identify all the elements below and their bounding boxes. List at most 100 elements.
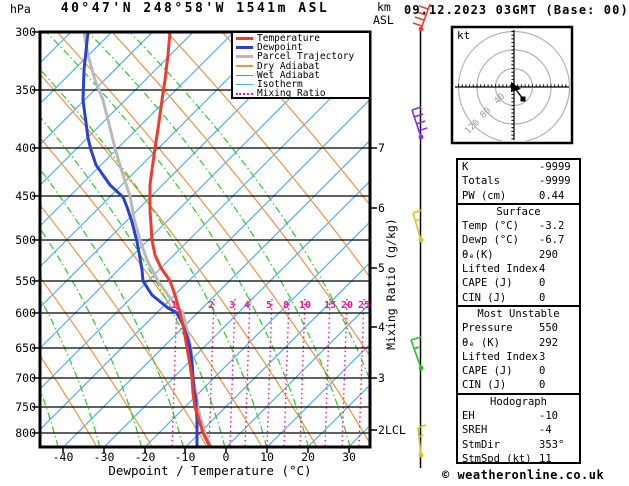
pressure-tick-label: 750	[15, 400, 36, 414]
dewpoint-curve	[81, 32, 199, 447]
wind-barb	[411, 106, 428, 140]
mixing-ratio-value-label: 1	[171, 300, 178, 311]
table-row: SREH -4	[458, 423, 579, 437]
wind-barb	[412, 209, 424, 243]
legend-item-label: Parcel Trajectory	[257, 51, 355, 63]
table-row-value: -9999	[539, 175, 571, 188]
legend-line-swatch	[236, 74, 253, 77]
mixing-ratio-value-label: 4	[244, 300, 251, 311]
table-row: Totals Totals -9999	[458, 174, 579, 188]
km-tick-label: 4	[378, 320, 385, 334]
temp-tick-label: 30	[342, 450, 356, 464]
temp-tick-label: -30	[93, 450, 115, 464]
table-row-value: -10	[539, 410, 558, 423]
table-row: EH -10	[458, 409, 579, 423]
pressure-tick-label: 400	[15, 141, 36, 155]
legend-item: Temperature	[236, 33, 369, 45]
km-tick-label: 2	[378, 423, 385, 437]
table-row-label: Pressure (mb)	[462, 322, 513, 335]
table-row-label: PW (cm)	[462, 189, 507, 202]
pressure-tick-label: 500	[15, 233, 36, 247]
legend-line-swatch	[236, 92, 253, 95]
hodograph-unit-label: kt	[457, 29, 471, 42]
table-row-value: 292	[539, 336, 558, 349]
table-section: K -9999 Totals Totals -9999 PW (cm) 0.44	[458, 160, 579, 203]
mixing-ratio-value-label: 2	[208, 300, 215, 311]
km-tick-label: 3	[378, 371, 385, 385]
table-row-value: 4	[539, 263, 546, 276]
table-row: StmSpd (kt) 11	[458, 452, 579, 466]
legend-item: Dry Adiabat	[236, 61, 369, 72]
legend-item: Mixing Ratio	[236, 88, 369, 100]
mixing-ratio-value-label: 25	[358, 300, 371, 311]
legend-item-label: Wet Adiabat	[257, 69, 320, 81]
temp-tick-label: -20	[134, 450, 156, 464]
table-row-label: θₑ(K)	[462, 248, 494, 261]
table-row: Lifted Index 4	[458, 262, 579, 276]
table-row-label: Temp (°C)	[462, 220, 519, 233]
wind-barb	[410, 336, 424, 371]
table-row-label: EH	[462, 410, 475, 423]
wind-barb	[412, 3, 431, 32]
table-section-header: Most Unstable	[477, 307, 560, 320]
table-row: StmDir 353°	[458, 438, 579, 452]
mixing-ratio-value-label: 20	[341, 300, 354, 311]
legend-line-swatch	[236, 46, 253, 50]
table-row-value: 0	[539, 277, 546, 290]
table-row-label: K	[462, 161, 469, 173]
table-row-label: Lifted Index	[462, 350, 538, 363]
legend-line-swatch	[236, 65, 253, 67]
pressure-tick-label: 450	[15, 189, 36, 203]
legend-line-swatch	[236, 83, 253, 86]
table-section: Most Unstable Pressure (mb) 550 θₑ (K) 292Li…	[458, 304, 579, 393]
pressure-tick-label: 550	[15, 274, 36, 288]
table-row: CIN (J) 0	[458, 291, 579, 305]
legend-box: Temperature Dewpoint Parcel Trajectory Dry …	[231, 31, 371, 99]
table-row-label: Lifted Index	[462, 263, 538, 276]
pressure-tick-label: 650	[15, 341, 36, 355]
table-row-value: 0	[539, 365, 546, 378]
pressure-tick-label: 300	[15, 25, 36, 39]
legend-item: Wet Adiabat	[236, 69, 369, 81]
table-row-label: CIN (J)	[462, 291, 507, 304]
table-row: CAPE (J) 0	[458, 276, 579, 290]
legend-item-label: Mixing Ratio	[257, 88, 326, 100]
table-row-label: CAPE (J)	[462, 365, 513, 378]
table-section-header: Hodograph	[490, 395, 547, 408]
table-row-value: 353°	[539, 438, 565, 451]
table-section: Surface Temp (°C) -3.2 Dewp (°C) -6.7 θₑ(K) 29…	[458, 202, 579, 305]
wind-barb	[417, 424, 427, 458]
table-row-label: StmSpd (kt)	[462, 452, 532, 465]
table-section-header: Surface	[496, 205, 541, 218]
mixing-ratio-value-label: 15	[324, 300, 337, 311]
pressure-tick-label: 350	[15, 83, 36, 97]
mixing-ratio-value-label: 8	[283, 300, 290, 311]
altitude-unit-km: km	[377, 0, 391, 14]
table-row-label: SREH	[462, 424, 488, 437]
pressure-tick-label: 600	[15, 306, 36, 320]
legend-line-swatch	[236, 55, 253, 59]
temp-tick-label: -40	[52, 450, 74, 464]
table-row-value: 0	[539, 291, 546, 304]
legend-item-label: Dewpoint	[257, 42, 303, 54]
watermark: © weatheronline.co.uk	[442, 468, 605, 482]
pressure-tick-label: 800	[15, 426, 36, 440]
km-tick-label: 5	[378, 261, 385, 275]
table-row-value: -6.7	[539, 234, 565, 247]
legend-item-label: Temperature	[257, 33, 320, 45]
mixing-ratio-value-label: 10	[299, 300, 312, 311]
lcl-label: LCL	[385, 423, 406, 437]
table-row: Temp (°C) -3.2	[458, 219, 579, 233]
table-row-value: -3.2	[539, 220, 565, 233]
table-row: θₑ(K) 290	[458, 248, 579, 262]
temp-tick-label: 20	[301, 450, 315, 464]
datetime-label: 09.12.2023 03GMT (Base: 00)	[404, 3, 629, 17]
altitude-unit-asl: ASL	[373, 13, 394, 27]
table-row-value: 11	[539, 452, 552, 465]
table-row-label: StmDir	[462, 438, 500, 451]
legend-item: Dewpoint	[236, 42, 369, 54]
table-row-value: -4	[539, 424, 552, 437]
mixing-ratio-value-label: 3	[229, 300, 236, 311]
